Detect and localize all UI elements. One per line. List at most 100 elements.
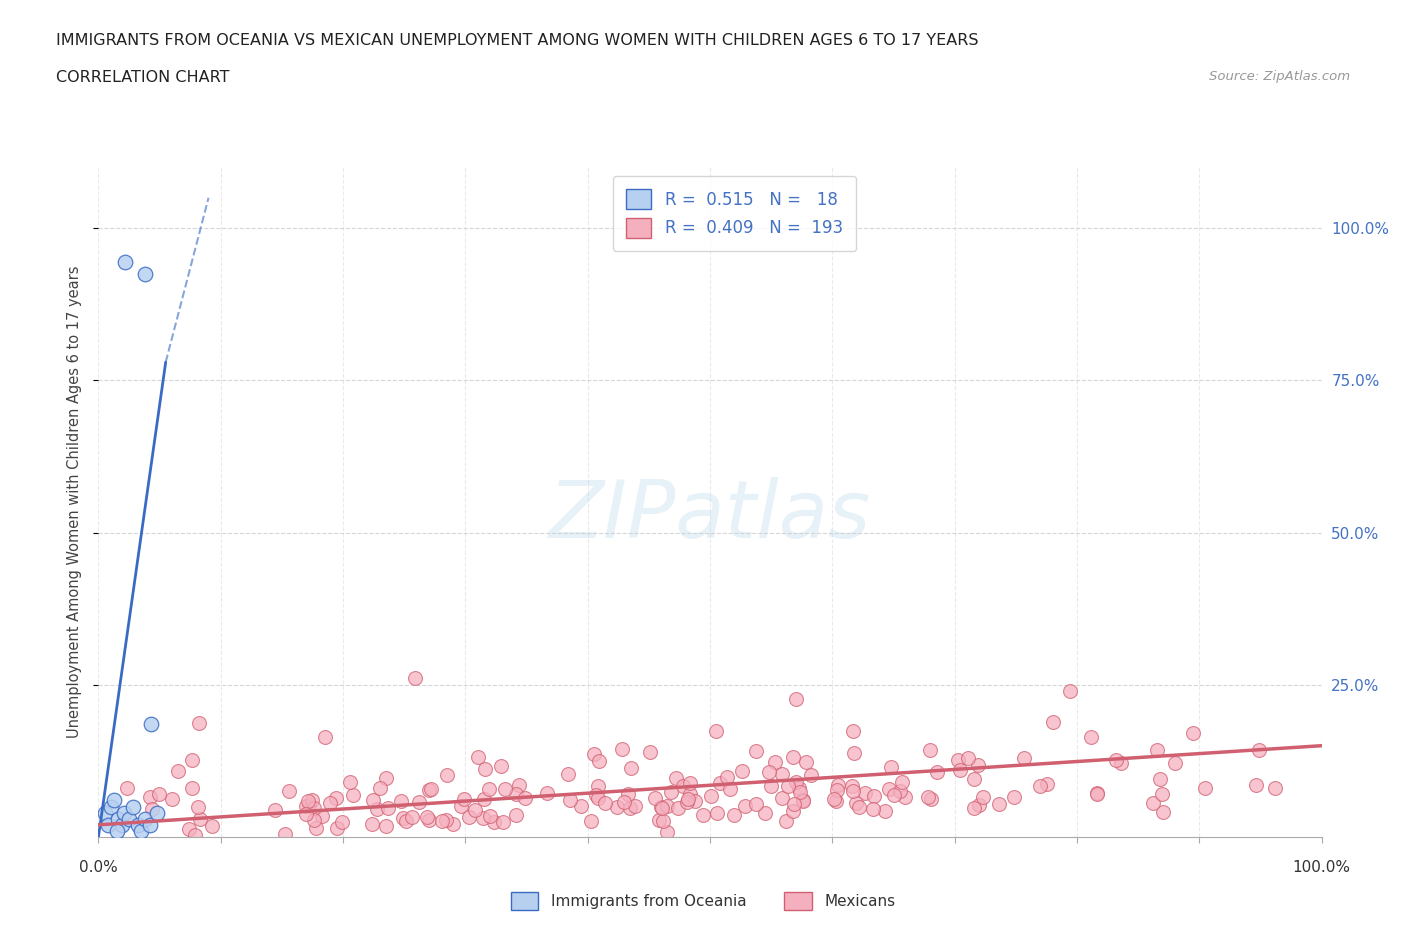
Point [962,801,984,816]
Point [893,790,915,804]
Text: CORRELATION CHART: CORRELATION CHART [56,70,229,85]
Point [666,801,689,816]
Point [366,802,388,817]
Point [763,754,786,769]
Point [432,813,454,828]
Point [1029,779,1052,794]
Point [921,791,943,806]
Point [586,790,609,805]
Point [704,724,727,738]
Point [1042,714,1064,729]
Point [731,764,754,778]
Point [789,784,811,799]
Point [508,778,530,793]
Point [1085,786,1108,801]
Point [361,793,384,808]
Point [966,758,988,773]
Point [792,793,814,808]
Point [823,791,845,806]
Point [1105,752,1128,767]
Point [418,783,440,798]
Point [458,810,481,825]
Point [305,820,328,835]
Point [613,795,636,810]
Point [655,824,678,839]
Text: IMMIGRANTS FROM OCEANIA VS MEXICAN UNEMPLOYMENT AMONG WOMEN WITH CHILDREN AGES 6: IMMIGRANTS FROM OCEANIA VS MEXICAN UNEMP… [56,33,979,47]
Point [167,764,190,778]
Point [326,821,349,836]
Point [744,796,766,811]
Point [1194,780,1216,795]
Point [744,744,766,759]
Point [311,809,333,824]
Point [775,814,797,829]
Point [948,763,970,777]
Point [118,811,141,826]
Point [111,817,134,832]
Point [93,805,115,820]
Point [139,817,162,832]
Point [610,741,633,756]
Point [114,254,136,269]
Point [665,770,688,785]
Point [772,790,794,805]
Point [139,717,162,732]
Point [883,788,905,803]
Text: 0.0%: 0.0% [79,860,118,875]
Point [148,787,170,802]
Point [115,780,138,795]
Point [651,814,673,829]
Point [436,767,458,782]
Point [759,778,782,793]
Point [794,755,817,770]
Point [754,805,776,820]
Point [586,778,609,793]
Point [582,746,605,761]
Point [679,786,702,801]
Point [827,777,849,792]
Point [758,764,780,779]
Point [450,798,472,813]
Point [162,791,184,806]
Point [957,751,980,765]
Point [927,765,949,780]
Point [295,807,318,822]
Point [585,788,607,803]
Point [853,785,876,800]
Point [683,793,706,808]
Point [877,782,900,797]
Point [672,778,695,793]
Point [827,783,849,798]
Point [472,810,495,825]
Legend: Immigrants from Oceania, Mexicans: Immigrants from Oceania, Mexicans [503,884,903,918]
Point [862,789,884,804]
Point [420,781,443,796]
Point [408,795,430,810]
Point [676,792,699,807]
Point [361,817,384,831]
Point [988,796,1011,811]
Point [377,801,399,816]
Point [782,804,804,818]
Point [1080,730,1102,745]
Point [785,692,807,707]
Point [579,813,602,828]
Point [478,782,501,797]
Point [294,799,316,814]
Point [1181,725,1204,740]
Point [679,776,702,790]
Point [842,745,865,760]
Point [718,781,741,796]
Point [121,799,143,814]
Point [418,813,440,828]
Point [880,760,903,775]
Point [342,788,364,803]
Point [297,794,319,809]
Point [706,805,728,820]
Point [184,828,207,843]
Legend: R =  0.515   N =   18, R =  0.409   N =  193: R = 0.515 N = 18, R = 0.409 N = 193 [613,176,856,251]
Point [1164,755,1187,770]
Point [127,817,149,832]
Point [606,800,628,815]
Point [200,818,222,833]
